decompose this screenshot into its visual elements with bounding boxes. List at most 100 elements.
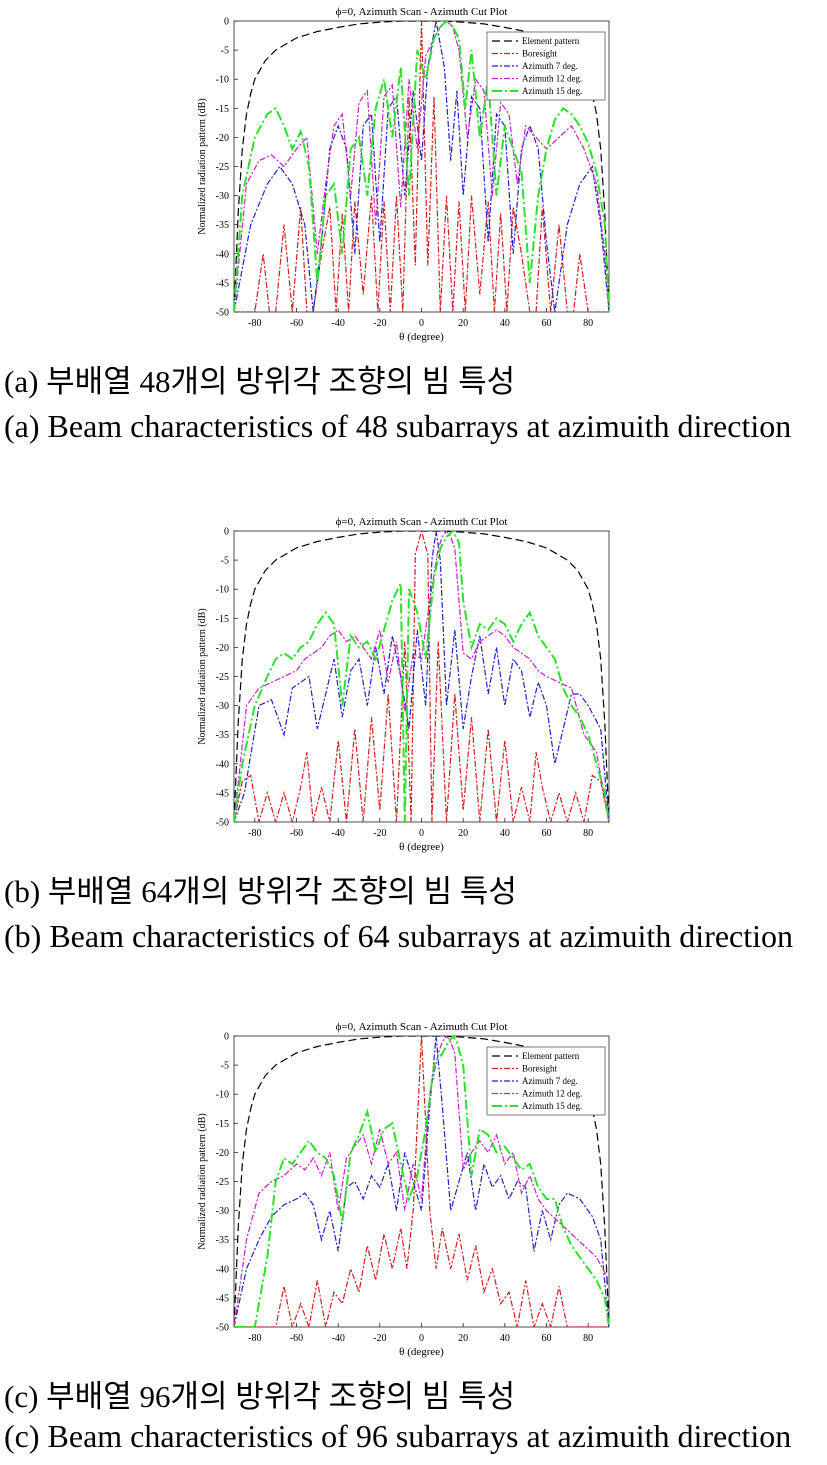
y-tick-label: -50 bbox=[216, 1323, 229, 1334]
legend-label-5: Azimuth 15 deg. bbox=[522, 86, 582, 96]
y-tick-label: -35 bbox=[216, 730, 229, 741]
y-tick-label: -50 bbox=[216, 818, 229, 829]
y-tick-label: -15 bbox=[216, 1119, 229, 1130]
caption-english-a: (a) Beam characteristics of 48 subarrays… bbox=[4, 408, 792, 444]
caption-korean-c: (c) 부배열 96개의 방위각 조향의 빔 특성 bbox=[4, 1379, 516, 1414]
x-tick-label: -60 bbox=[290, 828, 303, 839]
y-axis-label: Normalized radiation pattern (dB) bbox=[197, 608, 208, 744]
x-axis-label: θ (degree) bbox=[399, 841, 444, 853]
x-tick-label: 80 bbox=[583, 1333, 593, 1344]
x-tick-label: 40 bbox=[500, 1333, 510, 1344]
x-tick-label: 20 bbox=[458, 1333, 468, 1344]
series-line-1 bbox=[234, 531, 609, 822]
y-tick-label: -30 bbox=[216, 1206, 229, 1217]
x-tick-label: 20 bbox=[458, 318, 468, 329]
series-line-3 bbox=[234, 1036, 609, 1327]
legend: Element pattern Boresight Azimuth 7 deg. Az… bbox=[486, 31, 606, 101]
x-tick-label: 0 bbox=[419, 1333, 424, 1344]
y-tick-label: 0 bbox=[224, 17, 229, 28]
caption-english-b: (b) Beam characteristics of 64 subarrays… bbox=[4, 918, 794, 954]
x-tick-label: 60 bbox=[542, 318, 552, 329]
series-line-2 bbox=[234, 1036, 609, 1327]
y-tick-label: -45 bbox=[216, 788, 229, 799]
series-line-4 bbox=[234, 531, 609, 822]
y-tick-label: -35 bbox=[216, 1235, 229, 1246]
legend-label-2: Boresight bbox=[522, 1064, 557, 1074]
y-tick-label: -40 bbox=[216, 759, 229, 770]
figure-b: ϕ=0, Azimuth Scan - Azimuth Cut Plot -80 -… bbox=[0, 510, 827, 954]
caption-korean-a: (a) 부배열 48개의 방위각 조향의 빔 특성 bbox=[4, 364, 516, 399]
x-axis-label: θ (degree) bbox=[399, 331, 444, 343]
x-tick-label: -60 bbox=[290, 1333, 303, 1344]
y-tick-label: -35 bbox=[216, 220, 229, 231]
y-tick-label: -25 bbox=[216, 1177, 229, 1188]
figure-c: ϕ=0, Azimuth Scan - Azimuth Cut Plot -80 -… bbox=[0, 1015, 827, 1455]
x-tick-label: -80 bbox=[248, 828, 261, 839]
series-line-5 bbox=[234, 1036, 609, 1327]
legend: Element pattern Boresight Azimuth 7 deg. Az… bbox=[486, 1046, 606, 1116]
y-tick-label: -45 bbox=[216, 278, 229, 289]
series-line-2 bbox=[234, 531, 609, 822]
x-tick-label: 40 bbox=[500, 318, 510, 329]
y-tick-label: -45 bbox=[216, 1293, 229, 1304]
x-tick-label: 80 bbox=[583, 828, 593, 839]
legend-label-2: Boresight bbox=[522, 49, 557, 59]
legend-label-5: Azimuth 15 deg. bbox=[522, 1101, 582, 1111]
x-tick-label: 40 bbox=[500, 828, 510, 839]
legend-label-4: Azimuth 12 deg. bbox=[522, 74, 582, 84]
x-tick-label: -80 bbox=[248, 1333, 261, 1344]
x-tick-label: -80 bbox=[248, 318, 261, 329]
caption-english-c: (c) Beam characteristics of 96 subarrays… bbox=[4, 1418, 792, 1454]
x-tick-label: 60 bbox=[542, 1333, 552, 1344]
x-tick-label: 60 bbox=[542, 828, 552, 839]
y-tick-label: -15 bbox=[216, 614, 229, 625]
plot-area bbox=[233, 530, 610, 823]
y-tick-label: -25 bbox=[216, 672, 229, 683]
x-tick-label: -20 bbox=[373, 318, 386, 329]
y-tick-label: -30 bbox=[216, 191, 229, 202]
x-tick-label: -20 bbox=[373, 1333, 386, 1344]
legend-label-4: Azimuth 12 deg. bbox=[522, 1089, 582, 1099]
chart-title: ϕ=0, Azimuth Scan - Azimuth Cut Plot bbox=[336, 6, 508, 18]
y-tick-label: -20 bbox=[216, 133, 229, 144]
chart-title: ϕ=0, Azimuth Scan - Azimuth Cut Plot bbox=[336, 516, 508, 528]
x-tick-label: -20 bbox=[373, 828, 386, 839]
series-line-2 bbox=[234, 21, 609, 312]
y-axis-label: Normalized radiation pattern (dB) bbox=[197, 1113, 208, 1249]
y-tick-label: -15 bbox=[216, 104, 229, 115]
series-line-5 bbox=[234, 531, 609, 822]
chart-c: ϕ=0, Azimuth Scan - Azimuth Cut Plot -80 -… bbox=[197, 1021, 610, 1358]
y-tick-label: -20 bbox=[216, 643, 229, 654]
y-tick-label: -5 bbox=[221, 1061, 229, 1072]
y-tick-label: 0 bbox=[224, 1032, 229, 1043]
caption-korean-b: (b) 부배열 64개의 방위각 조향의 빔 특성 bbox=[4, 874, 517, 909]
figure-a: ϕ=0, Azimuth Scan - Azimuth Cut Plot -80 -… bbox=[0, 0, 827, 444]
legend-label-1: Element pattern bbox=[522, 36, 580, 46]
x-tick-label: 80 bbox=[583, 318, 593, 329]
y-tick-label: -5 bbox=[221, 46, 229, 57]
y-tick-label: -40 bbox=[216, 249, 229, 260]
chart-b: ϕ=0, Azimuth Scan - Azimuth Cut Plot -80 -… bbox=[197, 516, 610, 853]
chart-title: ϕ=0, Azimuth Scan - Azimuth Cut Plot bbox=[336, 1021, 508, 1033]
x-tick-label: -60 bbox=[290, 318, 303, 329]
y-tick-label: -25 bbox=[216, 162, 229, 173]
series-line-5 bbox=[234, 21, 609, 312]
y-tick-label: -10 bbox=[216, 585, 229, 596]
y-axis-label: Normalized radiation pattern (dB) bbox=[197, 98, 208, 234]
y-tick-label: -20 bbox=[216, 1148, 229, 1159]
series-line-4 bbox=[234, 21, 609, 312]
legend-label-3: Azimuth 7 deg. bbox=[522, 61, 578, 71]
series-line-3 bbox=[234, 531, 609, 822]
legend-label-3: Azimuth 7 deg. bbox=[522, 1076, 578, 1086]
x-axis-label: θ (degree) bbox=[399, 1346, 444, 1358]
chart-a: ϕ=0, Azimuth Scan - Azimuth Cut Plot -80 -… bbox=[197, 6, 610, 343]
x-tick-label: 0 bbox=[419, 318, 424, 329]
x-tick-label: -40 bbox=[331, 828, 344, 839]
y-tick-label: -30 bbox=[216, 701, 229, 712]
y-tick-label: -5 bbox=[221, 556, 229, 567]
y-tick-label: -50 bbox=[216, 308, 229, 319]
y-tick-label: 0 bbox=[224, 527, 229, 538]
y-tick-label: -10 bbox=[216, 75, 229, 86]
x-tick-label: -40 bbox=[331, 1333, 344, 1344]
y-tick-label: -40 bbox=[216, 1264, 229, 1275]
